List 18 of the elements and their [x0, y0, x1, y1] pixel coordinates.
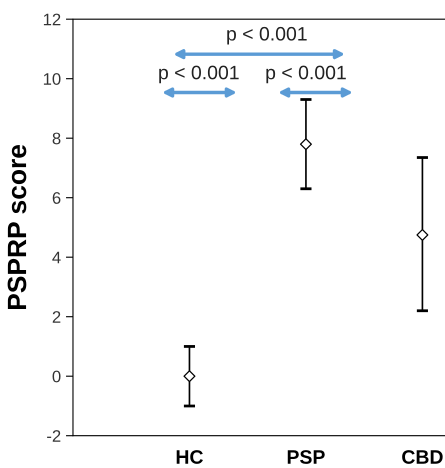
- y-tick-label: 0: [52, 370, 61, 382]
- annotation: p < 0.001: [266, 66, 346, 84]
- point: [183, 370, 196, 382]
- y-tick-label: 12: [44, 14, 60, 26]
- y-tick-label: -2: [47, 430, 60, 442]
- y-tick-label: 10: [44, 73, 61, 85]
- x-tick-label: CBD: [402, 450, 443, 464]
- x-tick-label: PSP: [288, 450, 325, 464]
- y-tick-label: 8: [52, 132, 60, 144]
- y-tick-label: 4: [52, 252, 61, 264]
- point: [300, 138, 312, 150]
- y-tick-label: 2: [52, 311, 60, 323]
- annotation: p < 0.001: [227, 26, 307, 44]
- y-axis-title: PSPRP score: [8, 144, 26, 310]
- y-tick-label: 6: [52, 192, 60, 204]
- x-tick-label: HC: [176, 450, 203, 464]
- point: [416, 228, 428, 241]
- annotation: p < 0.001: [159, 66, 239, 84]
